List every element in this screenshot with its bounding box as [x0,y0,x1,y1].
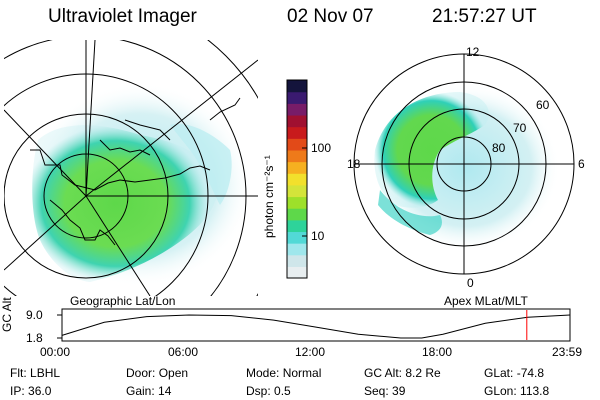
colorbar-segment [287,208,307,221]
mlat-label-70: 70 [513,121,527,135]
auroral-oval-region [32,125,218,282]
timeline-ytick-min: 1.8 [26,331,43,345]
left-panel-caption: Geographic Lat/Lon [70,294,176,308]
mlat-label-80: 80 [492,141,506,155]
status-mode: Mode: Normal [246,366,322,380]
altitude-curve [61,314,571,339]
observation-time: 21:57:27 UT [432,6,537,27]
longitude-lines [4,40,258,296]
colorbar-segment [287,254,307,267]
colorbar-segment [287,149,307,163]
geographic-map [4,40,258,296]
right-panel-caption: Apex MLat/MLT [444,294,528,308]
colorbar-segment [287,243,307,256]
colorbar-segment [287,138,307,151]
colorbar-frame [286,79,308,279]
status-ip: IP: 36.0 [10,384,52,398]
colorbar-tick-label-10: 10 [311,229,325,243]
colorbar-segment [287,196,307,209]
status-seq: Seq: 39 [364,384,406,398]
timeline-xtick-2359: 23:59 [552,345,583,359]
colorbar-segment [287,266,307,279]
mlt-label-6: 6 [578,157,585,171]
status-gc-alt: GC Alt: 8.2 Re [364,366,441,380]
status-door: Door: Open [126,366,189,380]
mlt-label-12: 12 [466,45,480,59]
colorbar-segment [287,184,307,198]
colorbar [287,80,307,279]
colorbar-segment [287,126,307,139]
colorbar-segment [287,161,307,174]
colorbar-segment [287,91,307,104]
timeline-xtick-1200: 12:00 [295,345,326,359]
colorbar-segment [287,114,307,128]
timeline-xtick-1800: 18:00 [422,345,453,359]
status-filter: Flt: LBHL [10,366,61,380]
status-dsp: Dsp: 0.5 [246,384,291,398]
timeline-frame [61,308,571,342]
colorbar-segment [287,231,307,244]
colorbar-segment [287,80,307,93]
status-glat: GLat: -74.8 [484,366,545,380]
timeline-xtick-0000: 00:00 [40,345,71,359]
colorbar-segment [287,173,307,186]
observation-date: 02 Nov 07 [287,6,374,27]
mlt-label-18: 18 [347,157,361,171]
colorbar-tick-label-100: 100 [311,141,332,155]
status-glon: GLon: 113.8 [484,384,550,398]
timeline-ylabel: GC Alt [0,297,14,332]
timeline-ytick-max: 9.0 [26,308,43,322]
colorbar-segment [287,219,307,233]
instrument-title: Ultraviolet Imager [48,6,197,27]
mlt-label-0: 0 [467,276,474,290]
timeline-xtick-0600: 06:00 [168,345,199,359]
mlt-lines [354,54,574,274]
coastline [30,97,241,246]
auroral-oval-region-right [374,92,489,208]
mlat-mlt-plot [353,53,575,275]
mlat-label-60: 60 [536,98,550,112]
status-gain: Gain: 14 [126,384,172,398]
colorbar-segment [287,103,307,116]
colorbar-unit-label: photon cm⁻²s⁻¹ [262,155,276,238]
